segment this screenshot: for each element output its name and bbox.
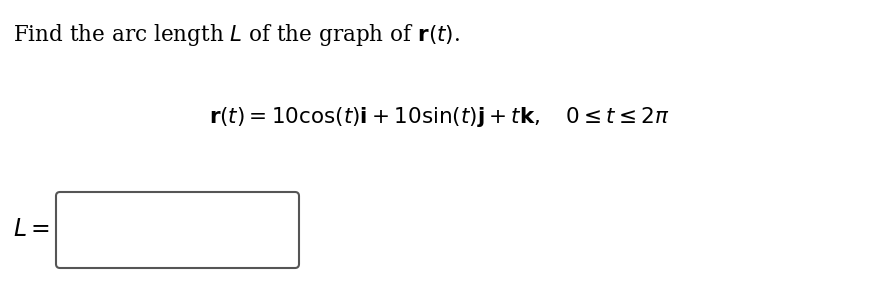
Text: $L =$: $L =$ bbox=[13, 219, 50, 242]
FancyBboxPatch shape bbox=[56, 192, 299, 268]
Text: $\mathbf{r}(t) = 10\cos(t)\mathbf{i} + 10\sin(t)\mathbf{j} + t\mathbf{k}, \quad : $\mathbf{r}(t) = 10\cos(t)\mathbf{i} + 1… bbox=[209, 105, 668, 129]
Text: Find the arc length $L$ of the graph of $\mathbf{r}(t)$.: Find the arc length $L$ of the graph of … bbox=[13, 22, 460, 48]
